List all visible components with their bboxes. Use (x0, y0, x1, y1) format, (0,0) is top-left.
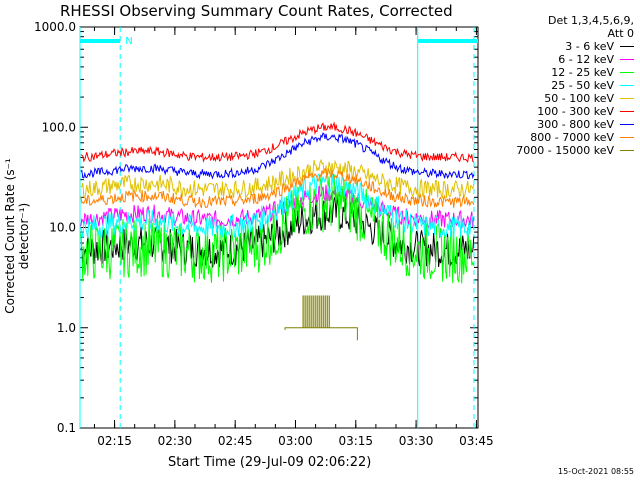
legend-swatch (620, 46, 634, 47)
legend-item: 6 - 12 keV (516, 53, 634, 66)
legend-header-line-1: Det 1,3,4,5,6,9, (547, 14, 634, 27)
legend-label: 7000 - 15000 keV (516, 144, 614, 157)
series-line (80, 121, 475, 164)
legend-item: 800 - 7000 keV (516, 131, 634, 144)
legend-item: 12 - 25 keV (516, 66, 634, 79)
legend-label: 12 - 25 keV (551, 66, 614, 79)
legend-swatch (620, 98, 634, 99)
series-line (80, 174, 475, 284)
x-tick-label: 03:00 (278, 434, 313, 448)
series-line (80, 173, 475, 240)
x-tick-label: 02:45 (218, 434, 253, 448)
legend: Det 1,3,4,5,6,9, Att 0 3 - 6 keV 6 - 12 k… (516, 14, 634, 157)
legend-item: 3 - 6 keV (516, 40, 634, 53)
legend-item: 300 - 800 keV (516, 118, 634, 131)
legend-label: 3 - 6 keV (565, 40, 614, 53)
y-tick-label: 1.0 (57, 321, 76, 335)
x-tick-label: 03:15 (338, 434, 373, 448)
legend-item: 7000 - 15000 keV (516, 144, 634, 157)
series-line (80, 158, 475, 200)
y-tick-label: 0.1 (57, 421, 76, 435)
x-tick-label: 03:45 (459, 434, 494, 448)
y-tick-label: 10.0 (49, 221, 76, 235)
x-tick-label: 02:15 (97, 434, 132, 448)
night-marker: N (125, 36, 132, 47)
legend-label: 6 - 12 keV (558, 53, 614, 66)
series-line (284, 327, 358, 341)
series-line (80, 167, 475, 209)
legend-label: 800 - 7000 keV (530, 131, 614, 144)
y-tick-label: 1000.0 (34, 20, 76, 34)
legend-swatch (620, 137, 634, 138)
legend-swatch (620, 85, 634, 86)
legend-item: 25 - 50 keV (516, 79, 634, 92)
legend-swatch (620, 59, 634, 60)
legend-item: 100 - 300 keV (516, 105, 634, 118)
y-tick-label: 100.0 (42, 120, 76, 134)
chart-title: RHESSI Observing Summary Count Rates, Co… (60, 2, 453, 20)
series-line (80, 196, 475, 268)
legend-swatch (620, 124, 634, 125)
x-tick-label: 03:30 (399, 434, 434, 448)
series-line (80, 132, 475, 180)
legend-swatch (620, 111, 634, 112)
x-tick-label: 02:30 (158, 434, 193, 448)
y-axis-label: Corrected Count Rate (s⁻¹ detector⁻¹) (3, 158, 31, 314)
legend-swatch (620, 72, 634, 73)
legend-header-line-2: Att 0 (607, 27, 634, 40)
legend-label: 100 - 300 keV (537, 105, 614, 118)
legend-label: 50 - 100 keV (544, 92, 614, 105)
timestamp: 15-Oct-2021 08:55 (558, 467, 634, 476)
legend-label: 300 - 800 keV (537, 118, 614, 131)
legend-item: 50 - 100 keV (516, 92, 634, 105)
legend-label: 25 - 50 keV (551, 79, 614, 92)
x-axis-label: Start Time (29-Jul-09 02:06:22) (168, 455, 372, 470)
legend-swatch (620, 150, 634, 151)
